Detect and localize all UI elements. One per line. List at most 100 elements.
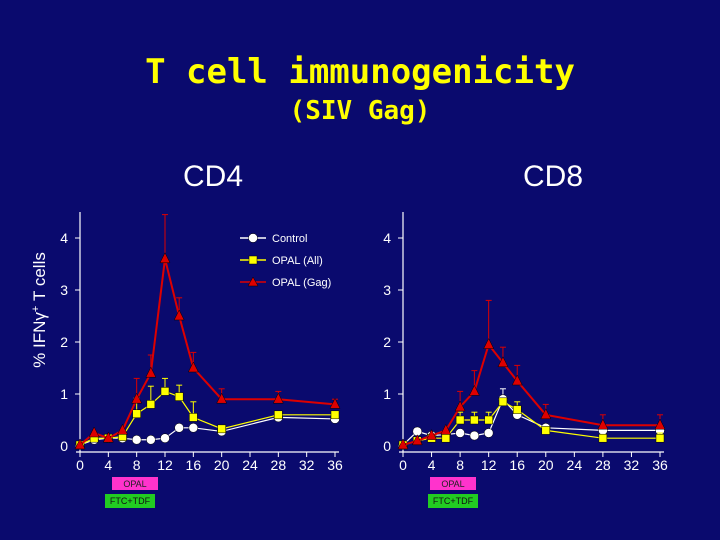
cd8-opal-gag-point <box>597 418 609 430</box>
cd8-opal-all-point <box>455 415 465 425</box>
cd4-y-tick-label: 3 <box>60 282 68 298</box>
cd4-opal-gag-point <box>159 252 171 264</box>
cd8-x-tick-label: 16 <box>509 457 525 473</box>
cd8-x-tick-label: 0 <box>399 457 407 473</box>
cd8-control-point <box>455 428 465 438</box>
cd4-opal-all-point <box>174 392 184 401</box>
cd4-opal-all-point <box>330 410 340 420</box>
cd4-x-tick-label: 4 <box>104 457 112 473</box>
cd4-opal-badge <box>112 477 158 490</box>
cd4-control-point <box>174 423 184 433</box>
cd8-opal-gag-point <box>397 438 409 450</box>
cd4-x-tick-label: 28 <box>271 457 287 473</box>
cd8-x-tick-label: 36 <box>652 457 668 473</box>
cd8-x-tick-label: 24 <box>567 457 583 473</box>
cd4-opal-all-point <box>274 410 283 420</box>
legend-opal-all-label: OPAL (All) <box>272 255 323 267</box>
cd8-opal-all-point <box>598 433 608 443</box>
legend-opal-gag-label: OPAL (Gag) <box>272 277 331 289</box>
cd4-x-tick-label: 24 <box>242 457 258 473</box>
cd4-panel-title: CD4 <box>183 160 243 193</box>
cd8-badges: OPAL FTC+TDF <box>428 477 478 508</box>
cd4-control-point <box>131 435 142 445</box>
cd4-opal-gag-point <box>187 361 199 373</box>
cd4-control-point <box>146 435 156 445</box>
cd4-opal-all-point <box>217 424 226 434</box>
cd8-opal-gag-point <box>497 356 509 368</box>
cd8-opal-all-point <box>512 405 522 414</box>
cd4-x-tick-label: 8 <box>133 457 141 473</box>
cd8-opal-gag-point <box>483 338 495 349</box>
legend: Control OPAL (All) OPAL (Gag) <box>240 233 331 289</box>
cd8-opal-all-point <box>541 426 551 435</box>
cd4-x-tick-label: 12 <box>157 457 173 473</box>
cd8-x-tick-label: 28 <box>595 457 611 473</box>
legend-control-label: Control <box>272 233 307 245</box>
cd8-opal-gag-point <box>440 423 452 435</box>
cd4-x-tick-label: 36 <box>327 457 343 473</box>
cd8-opal-all-point <box>441 433 451 443</box>
legend-opal-gag-marker <box>247 276 259 287</box>
cd8-opal-gag-point <box>411 434 423 446</box>
cd8-control-point <box>469 430 480 441</box>
cd4-opal-gag-point <box>329 397 341 409</box>
cd4-opal-gag-point <box>88 426 100 438</box>
cd4-series-control <box>75 412 340 450</box>
cd4-y-tick-label: 1 <box>60 386 68 402</box>
cd8-ftc-badge <box>428 494 478 508</box>
legend-opal-all-marker <box>248 255 258 265</box>
cd4-x-tick-label: 16 <box>186 457 202 473</box>
cd8-opal-all-point <box>470 415 479 425</box>
cd8-opal-all-point <box>655 433 665 443</box>
cd4-control-point <box>160 433 170 443</box>
cd8-opal-all-point <box>484 415 493 425</box>
cd8-opal-badge-label: OPAL <box>441 479 464 489</box>
cd4-opal-all-point <box>160 387 170 396</box>
cd4-opal-gag-point <box>216 392 228 404</box>
cd8-opal-gag-point <box>540 408 552 420</box>
cd8-y-tick-label: 1 <box>383 386 391 402</box>
cd8-series-opal-all <box>398 397 665 450</box>
cd4-x-tick-label: 32 <box>299 457 315 473</box>
cd4-ftc-badge <box>105 494 155 508</box>
cd8-x-tick-label: 32 <box>624 457 640 473</box>
cd8-ftc-badge-label: FTC+TDF <box>433 496 474 506</box>
main-title: T cell immunogenicity <box>145 52 575 92</box>
cd8-y-tick-label: 4 <box>383 230 391 246</box>
cd4-opal-all-point <box>132 409 141 419</box>
cd8-opal-badge <box>430 477 476 490</box>
cd4-x-tick-label: 0 <box>76 457 84 473</box>
y-axis-label: % IFNγ+ T cells <box>30 252 49 368</box>
cd8-opal-gag-point <box>468 384 480 396</box>
cd4-opal-all-point <box>189 413 198 422</box>
cd4-opal-gag-point <box>74 438 86 450</box>
cd8-opal-all-line <box>402 401 660 446</box>
legend-control-marker <box>248 233 258 243</box>
cd8-y-tick-label: 2 <box>383 334 391 350</box>
cd8-x-tick-label: 4 <box>428 457 436 473</box>
cd8-opal-gag-point <box>426 429 437 440</box>
cd4-opal-badge-label: OPAL <box>123 479 146 489</box>
subtitle: (SIV Gag) <box>289 96 431 126</box>
cd4-x-tick-label: 20 <box>214 457 230 473</box>
cd8-y-tick-label: 3 <box>383 282 391 298</box>
cd8-y-tick-label: 0 <box>383 438 391 454</box>
cd8-opal-all-point <box>498 397 508 407</box>
cd8-panel-title: CD8 <box>523 160 583 193</box>
cd4-opal-gag-point <box>272 392 284 404</box>
cd8-x-tick-label: 12 <box>481 457 497 473</box>
cd8-opal-gag-point <box>654 418 666 430</box>
cd4-ftc-badge-label: FTC+TDF <box>110 496 151 506</box>
cd8-series-opal-gag <box>397 299 666 450</box>
cd4-y-tick-label: 0 <box>60 438 68 454</box>
cd4-opal-all-point <box>146 400 156 409</box>
cd8-x-tick-label: 8 <box>456 457 464 473</box>
cd4-opal-gag-point <box>102 431 114 443</box>
cd8-control-point <box>483 428 494 438</box>
cd4-badges: OPAL FTC+TDF <box>105 477 158 508</box>
cd4-y-tick-label: 4 <box>60 230 68 246</box>
cd4-series-opal-gag <box>74 214 341 450</box>
cd8-opal-gag-point <box>511 374 523 386</box>
cd4-opal-gag-point <box>145 366 157 378</box>
